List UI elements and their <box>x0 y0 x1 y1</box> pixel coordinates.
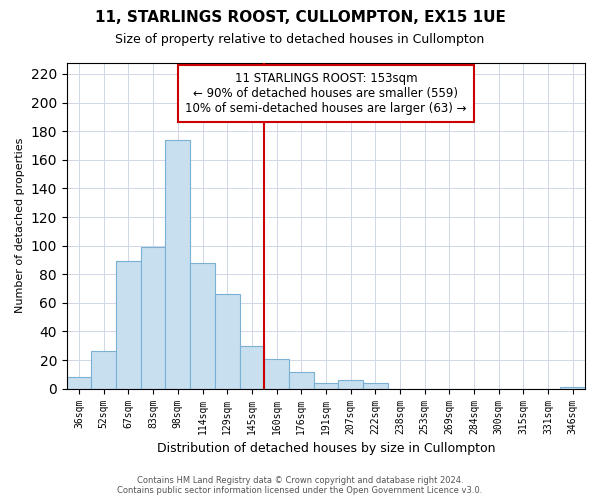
Text: Contains HM Land Registry data © Crown copyright and database right 2024.
Contai: Contains HM Land Registry data © Crown c… <box>118 476 482 495</box>
X-axis label: Distribution of detached houses by size in Cullompton: Distribution of detached houses by size … <box>157 442 495 455</box>
Text: 11 STARLINGS ROOST: 153sqm
← 90% of detached houses are smaller (559)
10% of sem: 11 STARLINGS ROOST: 153sqm ← 90% of deta… <box>185 72 467 116</box>
Bar <box>67 377 91 388</box>
Bar <box>116 262 141 388</box>
Bar <box>264 358 289 388</box>
Bar <box>338 380 363 388</box>
Bar <box>166 140 190 388</box>
Bar <box>314 383 338 388</box>
Bar <box>190 263 215 388</box>
Bar <box>239 346 264 389</box>
Bar <box>91 352 116 389</box>
Bar <box>215 294 239 388</box>
Text: 11, STARLINGS ROOST, CULLOMPTON, EX15 1UE: 11, STARLINGS ROOST, CULLOMPTON, EX15 1U… <box>95 10 505 25</box>
Bar <box>289 372 314 388</box>
Text: Size of property relative to detached houses in Cullompton: Size of property relative to detached ho… <box>115 32 485 46</box>
Bar <box>363 383 388 388</box>
Bar <box>141 247 166 388</box>
Y-axis label: Number of detached properties: Number of detached properties <box>15 138 25 314</box>
